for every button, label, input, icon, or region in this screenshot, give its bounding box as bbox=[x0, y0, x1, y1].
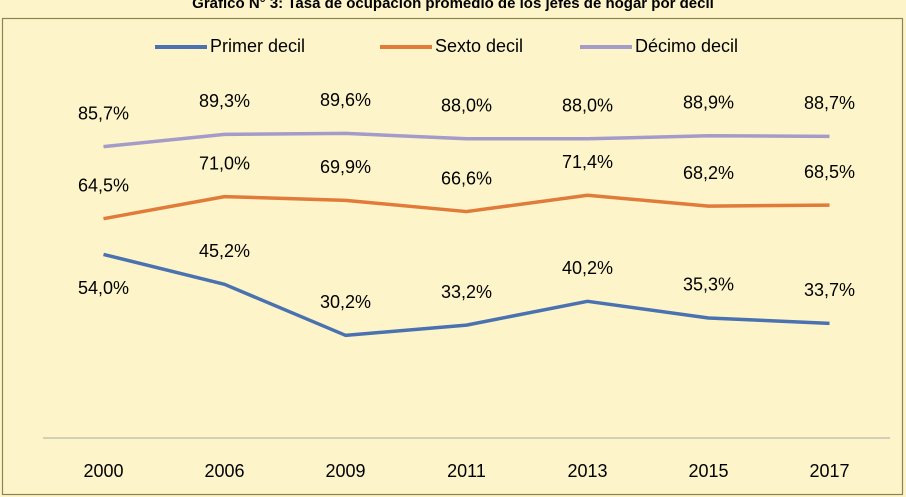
series-line bbox=[103, 193, 830, 221]
data-label: 68,5% bbox=[804, 162, 855, 182]
x-tick-label: 2017 bbox=[809, 461, 849, 481]
legend-label: Primer decil bbox=[210, 36, 305, 56]
data-label: 45,2% bbox=[199, 241, 250, 261]
data-label: 54,0% bbox=[78, 278, 129, 298]
data-label: 89,6% bbox=[320, 90, 371, 110]
data-label: 85,7% bbox=[78, 103, 129, 123]
chart-title: Gráfico N° 3: Tasa de ocupación promedio… bbox=[192, 0, 714, 12]
legend-label: Sexto decil bbox=[435, 36, 523, 56]
legend-label: Décimo decil bbox=[635, 36, 738, 56]
data-label: 33,2% bbox=[441, 282, 492, 302]
data-label: 89,3% bbox=[199, 91, 250, 111]
data-label: 33,7% bbox=[804, 280, 855, 300]
x-tick-label: 2015 bbox=[688, 461, 728, 481]
data-label: 88,0% bbox=[562, 96, 613, 116]
chart-frame bbox=[1, 17, 904, 496]
data-label: 71,4% bbox=[562, 152, 613, 172]
x-tick-label: 2013 bbox=[567, 461, 607, 481]
data-label: 40,2% bbox=[562, 258, 613, 278]
data-label: 68,2% bbox=[683, 163, 734, 183]
x-tick-label: 2011 bbox=[447, 461, 486, 481]
data-label: 88,7% bbox=[804, 93, 855, 113]
series-line bbox=[103, 131, 830, 149]
data-label: 69,9% bbox=[320, 157, 371, 177]
data-label: 88,9% bbox=[683, 92, 734, 112]
series-line bbox=[103, 252, 830, 338]
x-tick-label: 2009 bbox=[325, 461, 365, 481]
data-label: 71,0% bbox=[199, 153, 250, 173]
data-label: 64,5% bbox=[78, 175, 129, 195]
data-label: 88,0% bbox=[441, 96, 492, 116]
x-tick-label: 2000 bbox=[83, 461, 123, 481]
data-label: 66,6% bbox=[441, 168, 492, 188]
data-label: 35,3% bbox=[683, 275, 734, 295]
data-label: 30,2% bbox=[320, 292, 371, 312]
x-tick-label: 2006 bbox=[204, 461, 244, 481]
